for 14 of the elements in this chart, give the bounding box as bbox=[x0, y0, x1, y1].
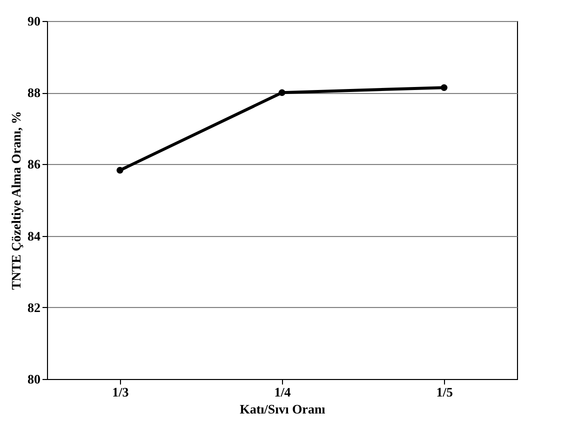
y-tick-label: 80 bbox=[28, 372, 40, 386]
x-axis-title: Katı/Sıvı Oranı bbox=[240, 402, 326, 416]
y-tick-label: 82 bbox=[28, 300, 40, 315]
point bbox=[116, 166, 124, 174]
y-tick-label: 90 bbox=[28, 14, 40, 28]
point bbox=[278, 89, 286, 96]
x-tick-label: 1/5 bbox=[436, 384, 454, 400]
point bbox=[440, 84, 448, 91]
x-tick-label: 1/3 bbox=[112, 384, 130, 400]
y-tick-label: 86 bbox=[28, 156, 41, 172]
y-tick-label: 84 bbox=[28, 228, 41, 244]
y-axis-title: TNTE Çözeltiye Alma Oranı, % bbox=[8, 111, 24, 290]
y-tick-label: 88 bbox=[28, 85, 41, 100]
x-tick-label: 1/4 bbox=[274, 384, 292, 400]
